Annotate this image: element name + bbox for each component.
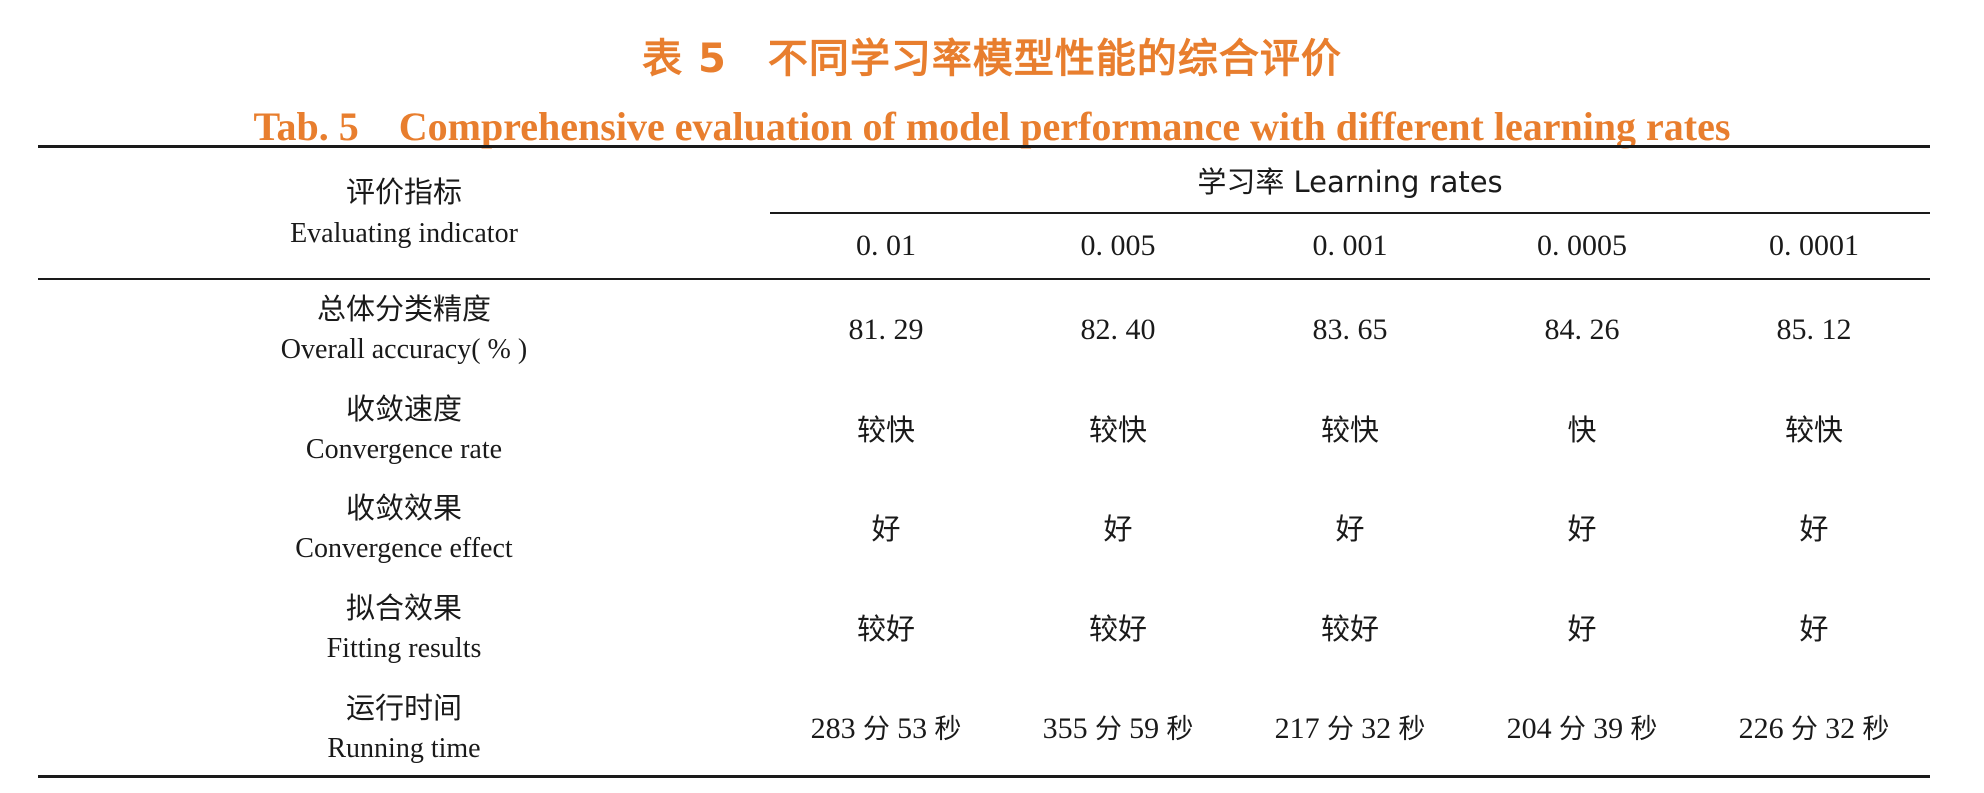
time-minutes-unit: 分 [862,714,890,745]
time-minutes-unit: 分 [1790,714,1818,745]
row-indicator-en: Convergence effect [295,533,513,564]
row-indicator-cn: 总体分类精度 [316,292,491,326]
table-cell: 好 [1567,512,1597,546]
time-seconds: 39 [1593,712,1624,745]
table-cell: 好 [871,512,901,546]
time-minutes: 204 [1506,712,1552,745]
time-minutes: 217 [1274,712,1320,745]
time-minutes: 283 [810,712,856,745]
header-rate-col: 0. 0005 [1537,229,1627,262]
table-cell-running-time: 217 分 32 秒 [1234,711,1466,748]
row-indicator-en: Overall accuracy( % ) [280,334,528,365]
time-seconds-unit: 秒 [1398,714,1426,745]
header-learning-rates-group: 学习率 Learning rates [1197,165,1503,199]
table-cell: 81. 29 [848,313,924,346]
table-cell: 较快 [1088,413,1147,447]
table-top-rule [38,145,1930,148]
time-seconds: 32 [1361,712,1392,745]
time-seconds: 32 [1825,712,1856,745]
table-cell: 83. 65 [1312,313,1388,346]
row-indicator-cn: 运行时间 [345,691,462,725]
row-indicator-en: Convergence rate [305,434,503,465]
table-cell: 85. 12 [1776,313,1852,346]
header-bottom-rule [38,278,1930,280]
header-indicator-en: Evaluating indicator [290,218,518,249]
table-cell: 好 [1567,612,1597,646]
time-seconds: 59 [1129,712,1160,745]
table-cell: 较快 [1784,413,1843,447]
time-seconds-unit: 秒 [1166,714,1194,745]
time-minutes-unit: 分 [1326,714,1354,745]
table-cell-running-time: 355 分 59 秒 [1002,711,1234,748]
row-indicator-cn: 收敛效果 [345,491,462,525]
table-cell-running-time: 204 分 39 秒 [1466,711,1698,748]
table-cell: 较快 [856,413,915,447]
table-cell: 好 [1103,512,1133,546]
table-bottom-rule [38,775,1930,778]
row-indicator-cn: 拟合效果 [345,591,462,625]
time-seconds-unit: 秒 [934,714,962,745]
time-minutes-unit: 分 [1558,714,1586,745]
header-rate-col: 0. 0001 [1769,229,1859,262]
header-indicator-cn: 评价指标 [345,175,462,209]
time-minutes-unit: 分 [1094,714,1122,745]
header-rate-col: 0. 01 [856,229,916,262]
row-indicator-en: Fitting results [326,633,482,664]
table-caption-english: Tab. 5 Comprehensive evaluation of model… [253,104,1731,149]
table-cell-running-time: 226 分 32 秒 [1698,711,1930,748]
header-group-rule [770,212,1930,214]
table-cell: 较快 [1320,413,1379,447]
time-minutes: 355 [1042,712,1088,745]
table-cell: 较好 [1320,612,1379,646]
table-cell: 84. 26 [1544,313,1620,346]
table-cell: 好 [1335,512,1365,546]
header-rate-col: 0. 001 [1312,229,1388,262]
header-rate-col: 0. 005 [1080,229,1156,262]
table-cell: 好 [1799,612,1829,646]
time-seconds-unit: 秒 [1630,714,1658,745]
table-cell: 82. 40 [1080,313,1156,346]
table-cell: 较好 [856,612,915,646]
time-minutes: 226 [1738,712,1784,745]
table-cell: 快 [1567,413,1597,447]
row-indicator-en: Running time [327,733,481,764]
row-indicator-cn: 收敛速度 [345,392,462,426]
time-seconds-unit: 秒 [1862,714,1890,745]
table-caption-chinese: 表 5 不同学习率模型性能的综合评价 [642,36,1342,82]
table-cell-running-time: 283 分 53 秒 [770,711,1002,748]
table-cell: 好 [1799,512,1829,546]
time-seconds: 53 [897,712,928,745]
table-cell: 较好 [1088,612,1147,646]
